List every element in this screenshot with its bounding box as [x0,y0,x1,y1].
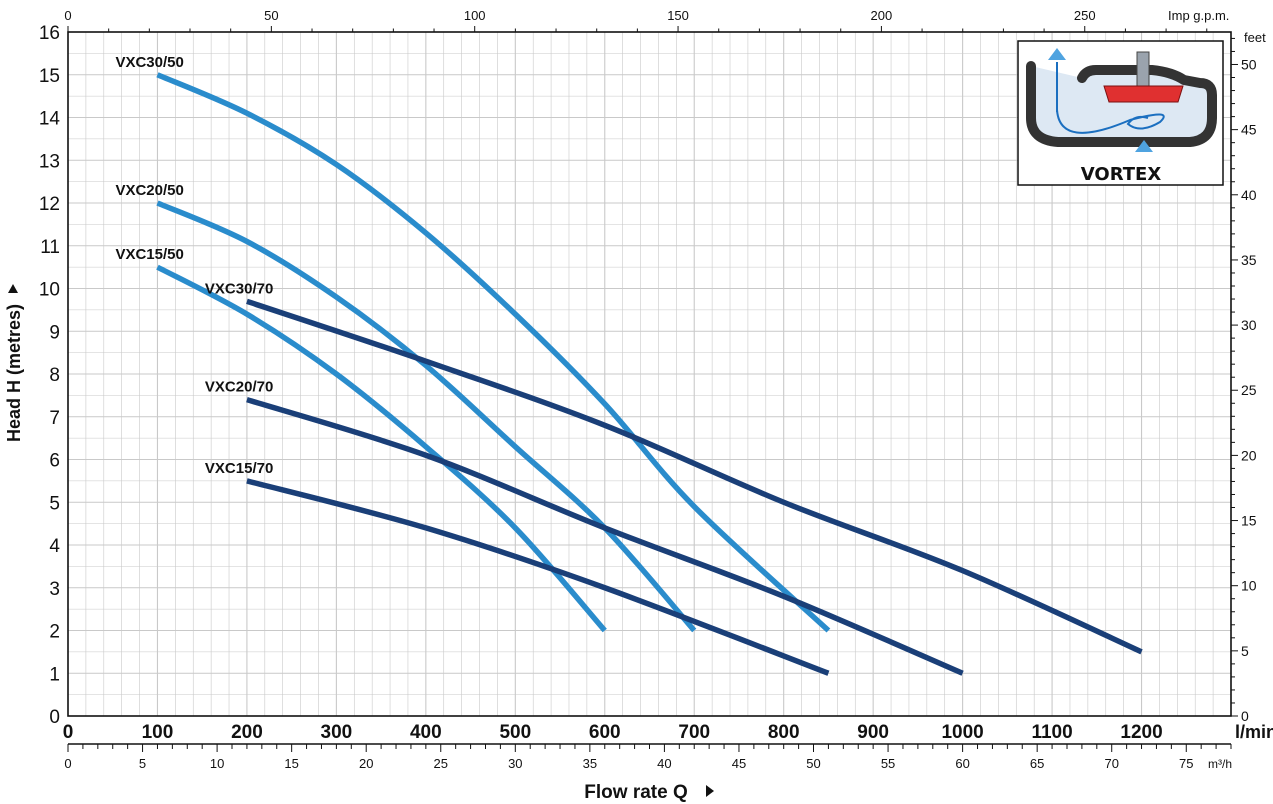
series-label-vxc30-70: VXC30/70 [205,280,273,297]
y-tick-label: 3 [49,579,60,600]
right-tick-label: 0 [1241,708,1249,724]
top-tick-label: 50 [264,8,278,23]
inset-title: VORTEX [1081,164,1162,185]
y-tick-label: 8 [49,365,60,386]
x-tick-label: 1000 [941,722,983,743]
top-unit-label: Imp g.p.m. [1168,8,1229,23]
y-tick-label: 13 [39,151,60,172]
x-axis-arrow-icon [706,785,714,797]
curve-vxc30-50 [156,72,831,633]
x-tick-label: 600 [589,722,621,743]
y-tick-label: 11 [40,237,60,258]
x-tick-label: 300 [321,722,353,743]
y-tick-label: 15 [39,66,60,87]
x2-tick-label: 10 [210,756,224,771]
top-tick-label: 250 [1074,8,1096,23]
series-label-vxc15-50: VXC15/50 [115,246,183,263]
right-tick-label: 35 [1241,252,1257,268]
right-tick-label: 15 [1241,513,1257,529]
series-label-vxc30-50: VXC30/50 [115,54,183,71]
y-tick-label: 2 [49,622,60,643]
right-tick-label: 40 [1241,187,1257,203]
series-label-vxc20-50: VXC20/50 [115,182,183,199]
y-tick-label: 9 [49,322,60,343]
right-tick-label: 45 [1241,122,1257,138]
right-tick-label: 20 [1241,447,1257,463]
x-tick-label: 1200 [1120,722,1162,743]
y-tick-label: 6 [49,451,60,472]
right-unit-label: feet [1244,30,1266,45]
x2-unit-label: m³/h [1208,757,1232,771]
top-tick-label: 100 [464,8,486,23]
plot-frame [67,31,1232,717]
x2-tick-label: 20 [359,756,373,771]
curve-vxc15-50 [156,264,607,633]
x2-tick-label: 40 [657,756,671,771]
x2-tick-label: 30 [508,756,522,771]
outlet-arrow-icon [1048,48,1066,60]
axes [67,26,1238,752]
x-tick-label: 500 [499,722,531,743]
x-tick-label: 400 [410,722,442,743]
y-tick-label: 7 [49,408,60,429]
y-tick-label: 16 [39,23,60,44]
x-tick-label: 900 [857,722,889,743]
x-axis-label: Flow rate Q [584,782,687,803]
y-tick-label: 5 [49,493,60,514]
x-tick-label: 200 [231,722,263,743]
y-tick-label: 12 [39,194,60,215]
right-tick-label: 10 [1241,578,1257,594]
right-tick-label: 25 [1241,382,1257,398]
vortex-flow-icon [1056,109,1165,134]
x2-tick-label: 35 [583,756,597,771]
top-tick-label: 200 [871,8,893,23]
x-tick-label: 800 [768,722,800,743]
x2-tick-label: 75 [1179,756,1193,771]
y-tick-label: 0 [49,707,60,728]
x-tick-label: 1100 [1031,722,1072,743]
y-tick-label: 1 [49,664,60,685]
x2-tick-label: 60 [955,756,969,771]
right-tick-label: 30 [1241,317,1257,333]
impeller-icon [1103,85,1184,103]
x2-tick-label: 55 [881,756,895,771]
x-unit-label: l/min [1235,722,1273,742]
x2-tick-label: 70 [1104,756,1118,771]
series-label-vxc15-70: VXC15/70 [205,460,273,477]
x2-tick-label: 0 [64,756,71,771]
curve-vxc30-70 [246,298,1143,655]
vortex-inset: VORTEX [1017,40,1224,186]
y-axis-arrow-icon [8,284,18,293]
inlet-arrow-icon [1135,140,1153,152]
series-label-vxc20-70: VXC20/70 [205,379,273,396]
x2-tick-label: 45 [732,756,746,771]
pump-curves: VXC30/50 VXC20/50 VXC15/50 VXC30/70 VXC20/70… [115,54,1143,676]
top-tick-label: 0 [64,8,71,23]
x-tick-label: 100 [142,722,174,743]
y-tick-label: 10 [39,280,60,301]
curve-vxc20-70 [246,397,964,676]
y-tick-label: 4 [49,536,60,557]
y-axis-label: Head H (metres) [4,304,24,442]
x-tick-label: 0 [63,722,74,743]
x2-tick-label: 65 [1030,756,1044,771]
x2-tick-label: 50 [806,756,820,771]
x2-tick-label: 5 [139,756,146,771]
right-tick-label: 50 [1241,56,1257,72]
curve-vxc15-70 [246,478,830,676]
pump-casing-icon [1026,61,1217,147]
x-tick-label: 700 [678,722,710,743]
top-tick-label: 150 [667,8,689,23]
right-tick-label: 5 [1241,643,1249,659]
x2-tick-label: 25 [434,756,448,771]
x2-tick-label: 15 [284,756,298,771]
y-tick-label: 14 [39,109,61,130]
